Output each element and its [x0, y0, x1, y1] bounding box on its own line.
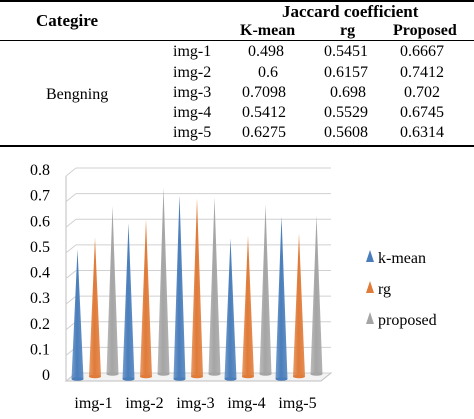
jaccard-chart: 0 0.1 0.2 0.3 0.4 0.5 0.6 0.7 0.8 img-1 img-2 img-3…	[0, 160, 474, 414]
cone-bar-proposed	[259, 204, 272, 374]
chart-canvas: 0 0.1 0.2 0.3 0.4 0.5 0.6 0.7 0.8 img-1 img-2 img-3…	[30, 162, 437, 412]
table-cell-k-mean: 0.7098	[242, 84, 286, 101]
gridline-side	[65, 270, 77, 279]
legend-swatch-proposed	[366, 312, 374, 324]
cone-bar-k-mean	[71, 249, 84, 379]
cone-base	[157, 372, 170, 376]
table-cell-rg: 0.698	[330, 84, 366, 101]
gridline-side	[65, 244, 77, 254]
table-header-rule	[0, 40, 474, 41]
jaccard-group-header: Jaccard coefficient	[282, 2, 419, 21]
cone-base	[224, 377, 237, 381]
x-tick-label: img-3	[176, 395, 214, 412]
x-tick-label: img-2	[125, 395, 163, 412]
x-tick-label: img-1	[74, 395, 112, 412]
cone-bar-rg	[191, 198, 203, 377]
legend-label: rg	[378, 281, 391, 298]
cone-base	[275, 377, 288, 381]
y-tick-label: 0.7	[30, 188, 50, 205]
cone-base	[140, 374, 152, 379]
x-tick-label: img-5	[278, 395, 316, 412]
cone-base	[293, 374, 305, 379]
table-row-image: img-4	[173, 104, 212, 121]
cone-base	[71, 377, 84, 381]
cone-bar-proposed	[106, 206, 119, 374]
cone-bar-k-mean	[275, 216, 288, 379]
column-header-k-mean: K-mean	[240, 22, 296, 39]
cone-base	[191, 374, 203, 379]
table-cell-rg: 0.5451	[324, 43, 368, 60]
table-cell-rg: 0.5529	[324, 104, 368, 121]
cone-base	[242, 374, 254, 379]
category-label: Bengning	[46, 86, 109, 103]
legend-swatch-k-mean	[366, 250, 374, 262]
cone-base	[259, 372, 272, 376]
y-tick-label: 0.4	[30, 265, 50, 282]
gridline-side	[65, 193, 77, 203]
y-tick-label: 0.5	[30, 239, 50, 256]
cone-bar-rg	[140, 219, 152, 377]
cone-bar-rg	[242, 235, 254, 377]
y-tick-label: 0.3	[30, 290, 50, 307]
cone-bar-proposed	[208, 197, 221, 374]
table-cell-proposed: 0.6314	[400, 124, 444, 141]
y-tick-label: 0.1	[30, 341, 50, 358]
y-tick-label: 0	[42, 367, 50, 384]
gridline-side	[65, 167, 77, 177]
table-cell-k-mean: 0.6	[258, 64, 278, 81]
table-cell-k-mean: 0.498	[248, 43, 284, 60]
table-row-image: img-3	[173, 84, 212, 101]
y-tick-label: 0.2	[30, 316, 50, 333]
table-cell-k-mean: 0.6275	[242, 124, 286, 141]
y-tick-label: 0.8	[30, 162, 50, 179]
category-header: Categire	[36, 11, 98, 30]
jaccard-table: Categire Jaccard coefficient K-mean rg P…	[0, 0, 474, 160]
x-tick-label: img-4	[227, 395, 265, 412]
legend-swatch-rg	[366, 281, 374, 293]
cone-bar-rg	[89, 237, 101, 377]
gridline-side	[65, 218, 77, 228]
gridline-side	[65, 295, 77, 305]
table-cell-proposed: 0.6667	[400, 43, 444, 60]
cone-base	[173, 377, 186, 381]
table-cell-proposed: 0.702	[404, 84, 440, 101]
cone-bar-k-mean	[122, 223, 135, 379]
y-tick-label: 0.6	[30, 213, 50, 230]
table-row-image: img-5	[173, 124, 212, 141]
table-row-image: img-2	[173, 64, 212, 81]
table-cell-rg: 0.6157	[324, 64, 368, 81]
cone-base	[208, 372, 221, 376]
table-bottom-rule	[0, 145, 474, 147]
cone-base	[310, 372, 323, 376]
table-cell-rg: 0.5608	[324, 124, 368, 141]
column-header-rg: rg	[340, 22, 356, 39]
cone-bar-proposed	[310, 215, 323, 374]
legend-label: proposed	[378, 312, 437, 329]
cone-bar-proposed	[157, 187, 170, 374]
table-cell-k-mean: 0.5412	[242, 104, 286, 121]
cone-bar-k-mean	[173, 195, 186, 379]
cone-base	[89, 374, 101, 379]
cone-bar-k-mean	[224, 238, 237, 379]
cone-base	[122, 377, 135, 381]
table-top-rule	[0, 0, 474, 2]
cone-base	[106, 372, 119, 376]
table-row-image: img-1	[173, 43, 212, 60]
legend-label: k-mean	[378, 250, 426, 267]
table-cell-proposed: 0.6745	[400, 104, 444, 121]
column-header-proposed: Proposed	[393, 22, 457, 39]
cone-bar-rg	[293, 233, 305, 377]
table-cell-proposed: 0.7412	[400, 64, 444, 81]
